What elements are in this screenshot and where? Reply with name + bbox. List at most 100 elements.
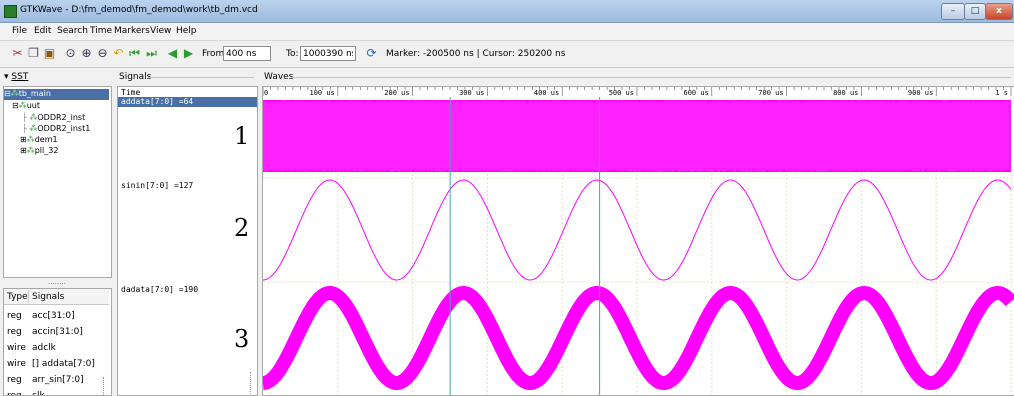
sst-tree[interactable]: ⊟⁂tb_main ⊟⁂uut ├ ⁂ODDR2_inst ├ ⁂ODDR2_i… [3, 86, 112, 278]
ruler-label: 700 us [758, 89, 783, 97]
zoom-fit-icon[interactable]: ⊙ [63, 46, 78, 61]
tree-item-oddr2-inst[interactable]: ├ ⁂ODDR2_inst [22, 113, 85, 122]
annotation-2: 2 [234, 214, 249, 242]
tree-label: ODDR2_inst [37, 113, 85, 122]
go-first-icon[interactable]: ⏮ [127, 46, 142, 61]
tree-expander-icon[interactable]: ⊞ [20, 146, 27, 155]
menu-search[interactable]: Search [57, 26, 88, 36]
tree-item-pll-32[interactable]: ⊞⁂pll_32 [20, 146, 58, 155]
ruler-label: 0 [264, 89, 268, 97]
sst-title-label: SST [11, 72, 28, 82]
signals-pane[interactable]: Time addata[7:0] =64 1 sinin[7:0] =127 2… [117, 86, 258, 396]
cut-icon[interactable]: ✂ [10, 46, 25, 61]
ruler-label: 400 us [534, 89, 559, 97]
tree-expander-icon[interactable]: ⊞ [20, 135, 27, 144]
signals-pane-title: Signals [119, 72, 151, 82]
tree-label: dem1 [35, 135, 58, 144]
tree-expander-icon[interactable]: ⊟ [4, 89, 11, 98]
row-signal: arr_sin[7:0] [32, 375, 84, 385]
next-edge-icon[interactable]: ▶ [181, 46, 196, 61]
annotation-1: 1 [234, 122, 249, 150]
zoom-out-icon[interactable]: ⊖ [95, 46, 110, 61]
row-type: reg [7, 375, 22, 385]
reload-icon[interactable]: ⟳ [364, 46, 379, 61]
signal-row-addata[interactable]: addata[7:0] =64 [118, 97, 257, 107]
signal-name: addata[7:0] =64 [121, 97, 193, 106]
tree-item-uut[interactable]: ⊟⁂uut [12, 101, 40, 110]
table-row[interactable]: wire adclk [4, 343, 109, 357]
row-signal: [] addata[7:0] [32, 359, 95, 369]
title-bar: GTKWave - D:\fm_demod\fm_demod\work\tb_d… [0, 0, 1014, 23]
tree-label: ODDR2_inst1 [37, 124, 90, 133]
menu-edit[interactable]: Edit [34, 26, 51, 36]
signals-column-header[interactable]: Signals [32, 292, 64, 302]
menu-view[interactable]: View [150, 26, 171, 36]
signal-row-sinin[interactable]: sinin[7:0] =127 [118, 179, 257, 191]
tree-item-oddr2-inst1[interactable]: ├ ⁂ODDR2_inst1 [22, 124, 90, 133]
go-last-icon[interactable]: ⏭ [144, 46, 159, 61]
sst-title[interactable]: ▾ SST [4, 72, 28, 82]
time-row[interactable]: Time [118, 87, 257, 97]
marker-cursor-readout: Marker: -200500 ns | Cursor: 250200 ns [386, 49, 565, 59]
module-icon: ⁂ [19, 101, 27, 110]
signal-types-list[interactable]: Type Signals reg acc[31:0] reg accin[31:0]… [3, 288, 112, 396]
ruler-label: 500 us [609, 89, 634, 97]
to-input[interactable] [300, 46, 356, 61]
prev-edge-icon[interactable]: ◀ [165, 46, 180, 61]
vertical-scrollbar[interactable] [103, 377, 109, 395]
toolbar: ✂ ❐ ▣ ⊙ ⊕ ⊖ ↶ ⏮ ⏭ ◀ ▶ From: To: ⟳ Marker… [0, 41, 1014, 68]
ruler-label: 800 us [833, 89, 858, 97]
tree-label: uut [27, 101, 40, 110]
menu-markers[interactable]: Markers [114, 26, 150, 36]
to-label: To: [286, 49, 299, 59]
table-row[interactable]: reg arr_sin[7:0] [4, 375, 109, 389]
minimize-button[interactable]: – [941, 3, 965, 20]
ruler-label: 1 s [995, 89, 1008, 97]
table-row[interactable]: reg accin[31:0] [4, 327, 109, 341]
ruler-label: 100 us [310, 89, 335, 97]
signal-name: sinin[7:0] =127 [121, 181, 193, 190]
menu-bar: File Edit Search Time Markers View Help [0, 23, 1014, 41]
row-signal: acc[31:0] [32, 311, 75, 321]
close-button[interactable]: x [985, 3, 1013, 20]
tree-item-dem1[interactable]: ⊞⁂dem1 [20, 135, 58, 144]
table-row[interactable]: reg acc[31:0] [4, 311, 109, 325]
waves-pane[interactable]: 0 100 us 200 us 300 us 400 us 500 us 600 us 700… [262, 86, 1014, 396]
tree-item-tb-main[interactable]: ⊟⁂tb_main [4, 89, 109, 100]
type-column-header[interactable]: Type [7, 292, 28, 302]
annotation-3: 3 [234, 325, 249, 353]
row-type: wire [7, 343, 26, 353]
waveform-canvas[interactable]: 0 100 us 200 us 300 us 400 us 500 us 600 us 700… [263, 87, 1014, 395]
row-signal: accin[31:0] [32, 327, 83, 337]
module-icon: ⁂ [11, 89, 19, 98]
ruler-label: 300 us [459, 89, 484, 97]
time-header: Time [121, 88, 140, 97]
column-divider [28, 290, 29, 303]
ruler-label: 600 us [684, 89, 709, 97]
maximize-button[interactable]: □ [964, 3, 986, 20]
zoom-in-icon[interactable]: ⊕ [79, 46, 94, 61]
title-rule [291, 77, 1011, 78]
menu-file[interactable]: File [12, 26, 27, 36]
menu-help[interactable]: Help [176, 26, 197, 36]
time-ruler [263, 87, 1014, 97]
pane-splitter[interactable]: ........ [48, 278, 66, 286]
module-icon: ⁂ [27, 146, 35, 155]
copy-icon[interactable]: ❐ [26, 46, 41, 61]
sst-collapse-icon[interactable]: ▾ [4, 72, 9, 82]
table-row[interactable]: wire [] addata[7:0] [4, 359, 109, 373]
menu-time[interactable]: Time [90, 26, 112, 36]
window-title: GTKWave - D:\fm_demod\fm_demod\work\tb_d… [20, 5, 258, 15]
types-list-header: Type Signals [4, 289, 109, 305]
row-type: wire [7, 359, 26, 369]
undo-zoom-icon[interactable]: ↶ [111, 46, 126, 61]
row-type: reg [7, 327, 22, 337]
tree-label: pll_32 [35, 146, 59, 155]
vertical-scrollbar[interactable] [250, 372, 255, 394]
gtkwave-app-icon [4, 5, 17, 18]
tree-expander-icon[interactable]: ⊟ [12, 101, 19, 110]
signal-row-dadata[interactable]: dadata[7:0] =190 [118, 283, 257, 295]
from-input[interactable] [223, 46, 271, 61]
paste-icon[interactable]: ▣ [42, 46, 57, 61]
tree-label: tb_main [19, 89, 51, 98]
